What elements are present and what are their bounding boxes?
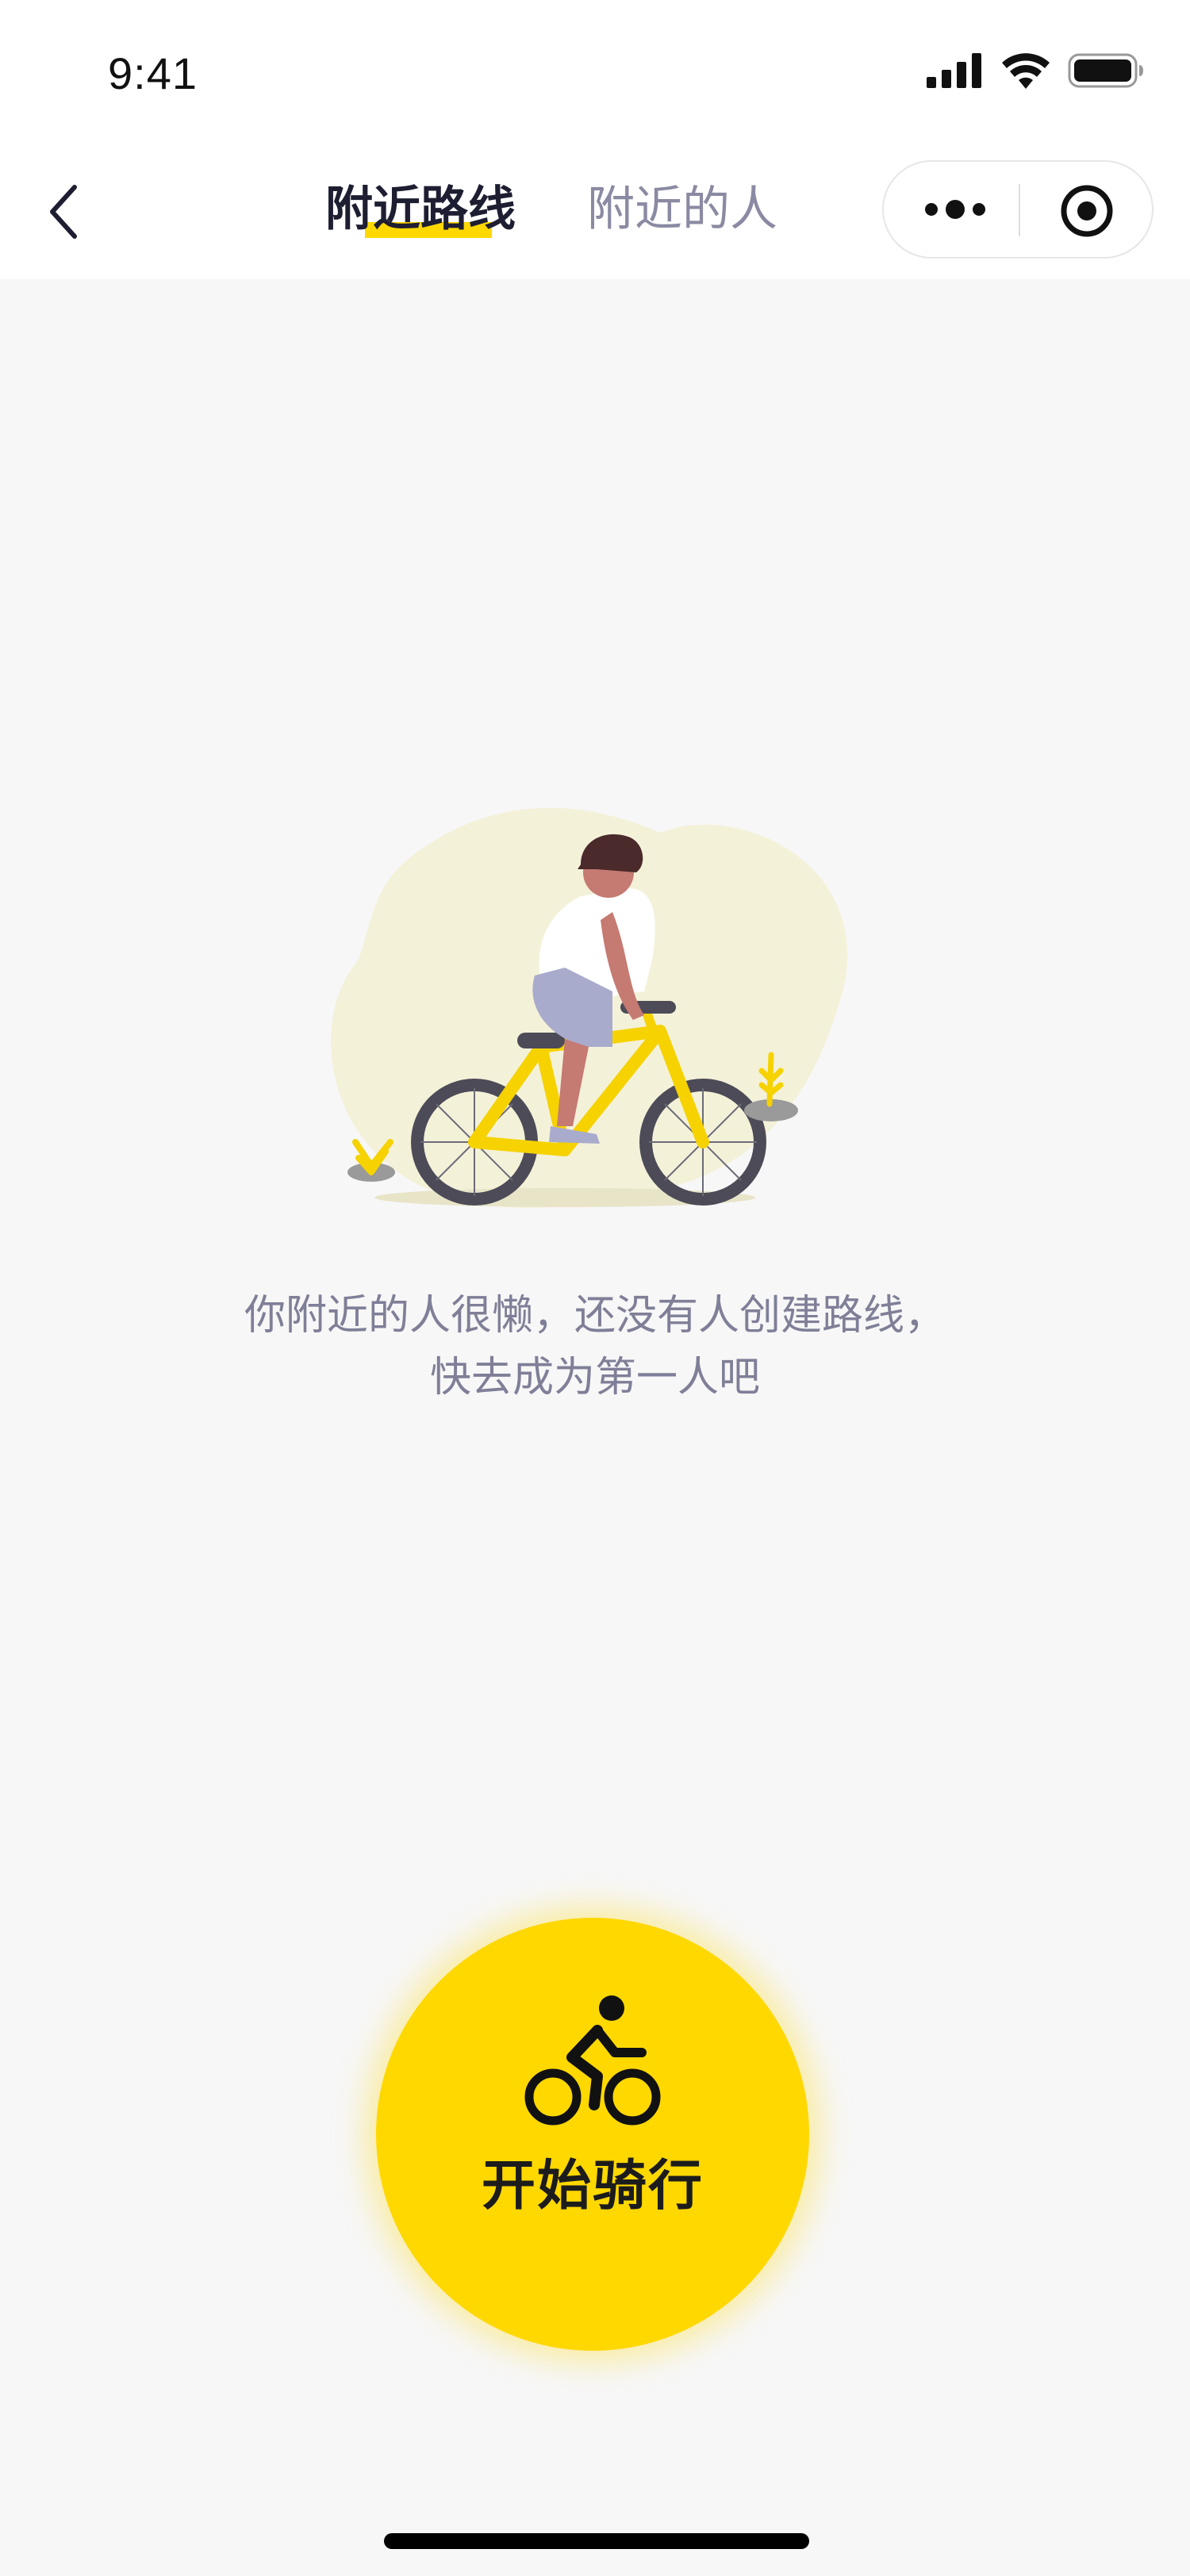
tab-bar: 附近路线 附近的人	[325, 178, 777, 241]
active-tab-indicator	[365, 222, 492, 238]
capsule-divider	[1019, 184, 1020, 236]
tab-nearby-routes[interactable]: 附近路线	[325, 178, 516, 241]
status-icons	[927, 52, 1144, 89]
more-icon	[925, 200, 985, 219]
bicycle-icon	[524, 1995, 661, 2126]
start-riding-button[interactable]: 开始骑行	[376, 1918, 809, 2351]
home-indicator	[384, 2533, 809, 2549]
status-time: 9:41	[108, 48, 198, 98]
mini-program-capsule	[882, 160, 1154, 259]
wifi-icon	[1002, 53, 1050, 89]
status-bar: 9:41	[0, 0, 1190, 143]
back-button[interactable]	[40, 176, 87, 247]
signal-icon	[927, 53, 981, 88]
tab-label: 附近路线	[325, 182, 516, 237]
target-icon	[1061, 185, 1113, 237]
more-button[interactable]	[923, 195, 987, 227]
cyclist-illustration	[331, 807, 847, 1208]
close-mini-program-button[interactable]	[1058, 182, 1115, 243]
empty-state-message: 你附近的人很懒，还没有人创建路线，快去成为第一人吧	[244, 1292, 946, 1401]
start-riding-label: 开始骑行	[481, 2155, 704, 2218]
nav-bar: 附近路线 附近的人	[0, 143, 1190, 279]
tab-nearby-people[interactable]: 附近的人	[587, 178, 777, 241]
battery-icon	[1068, 53, 1143, 88]
chevron-left-icon	[50, 185, 77, 239]
tab-label: 附近的人	[587, 182, 777, 237]
